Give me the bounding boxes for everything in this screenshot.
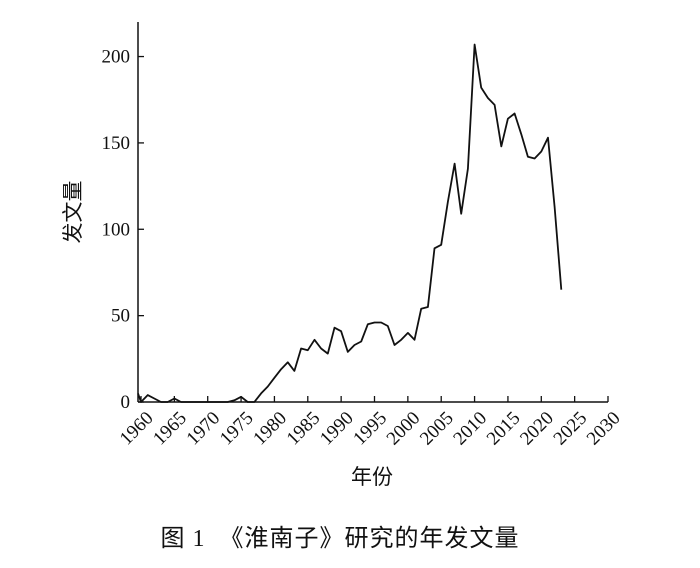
x-tick-label: 2015 (483, 408, 525, 450)
x-tick-label: 1985 (283, 408, 325, 450)
x-tick-label: 1980 (249, 408, 291, 450)
x-tick-label: 2030 (583, 408, 625, 450)
x-tick-label: 1965 (149, 408, 191, 450)
figure-caption: 图 1 《淮南子》研究的年发文量 (161, 525, 520, 552)
x-axis-title: 年份 (351, 465, 393, 489)
x-tick-label: 2010 (449, 408, 491, 450)
y-tick-label: 200 (102, 47, 131, 68)
x-tick-label: 2005 (416, 408, 458, 450)
y-tick-label: 50 (111, 306, 130, 327)
x-tick-label: 2020 (516, 408, 558, 450)
y-tick-label: 150 (102, 133, 131, 154)
y-axis-ticks: 0 50 100 150 200 (102, 47, 144, 413)
x-tick-label: 1975 (216, 408, 258, 450)
x-tick-label: 2025 (550, 408, 592, 450)
x-tick-label: 2000 (383, 408, 425, 450)
x-tick-label: 1960 (116, 408, 158, 450)
y-axis-title: 发文量 (61, 181, 85, 244)
series-line (137, 43, 563, 403)
x-tick-label: 1990 (316, 408, 358, 450)
x-tick-label: 1995 (349, 408, 391, 450)
y-tick-label: 100 (102, 219, 131, 240)
x-tick-label: 1970 (183, 408, 225, 450)
x-axis-ticks: 1960196519701975198019851990199520002005… (116, 396, 625, 449)
y-tick-label: 0 (121, 392, 131, 413)
